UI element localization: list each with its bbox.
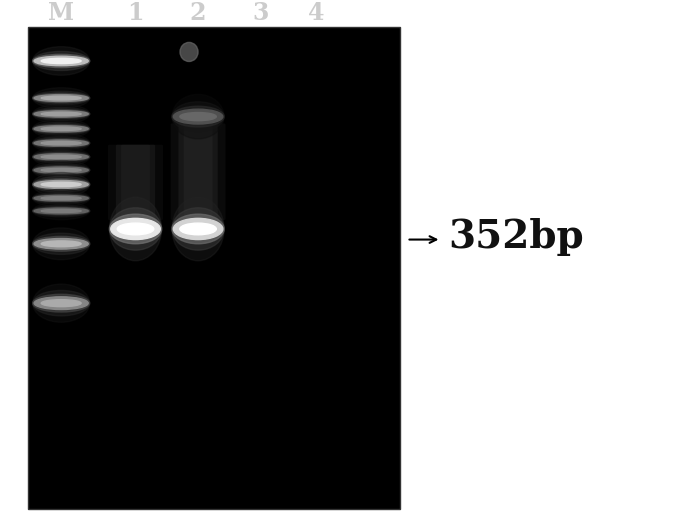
Ellipse shape [33,151,90,163]
Ellipse shape [33,119,90,138]
Ellipse shape [33,51,90,70]
Text: 2: 2 [190,1,206,25]
Ellipse shape [33,207,90,215]
Ellipse shape [33,290,90,316]
Ellipse shape [33,205,90,217]
Ellipse shape [33,153,90,161]
Ellipse shape [33,137,90,149]
Ellipse shape [33,228,90,260]
Ellipse shape [172,214,224,244]
Ellipse shape [33,233,90,254]
Bar [28,26,400,509]
Text: 1: 1 [127,1,144,25]
Ellipse shape [173,109,223,124]
Ellipse shape [33,108,90,120]
Ellipse shape [33,134,90,153]
Ellipse shape [33,164,90,176]
Ellipse shape [34,154,88,160]
Ellipse shape [172,106,224,127]
Ellipse shape [34,94,88,102]
Text: 4: 4 [308,1,325,25]
Ellipse shape [33,161,90,180]
Ellipse shape [34,196,88,201]
Ellipse shape [111,218,161,240]
Ellipse shape [180,223,216,235]
Ellipse shape [33,194,90,202]
Ellipse shape [34,140,88,146]
Ellipse shape [41,182,81,187]
Ellipse shape [33,166,90,174]
Ellipse shape [33,125,90,133]
Ellipse shape [172,94,224,139]
Text: 352bp: 352bp [448,218,584,257]
Ellipse shape [172,208,224,250]
Ellipse shape [33,91,90,105]
Ellipse shape [172,102,224,131]
Ellipse shape [110,197,161,261]
Ellipse shape [34,167,88,173]
Ellipse shape [117,223,154,235]
Ellipse shape [33,192,90,204]
Ellipse shape [33,93,90,103]
Ellipse shape [33,54,90,68]
FancyBboxPatch shape [108,145,163,220]
Ellipse shape [41,58,81,64]
Ellipse shape [34,56,88,66]
Ellipse shape [34,126,88,132]
Ellipse shape [41,155,81,158]
Ellipse shape [173,218,223,240]
Ellipse shape [110,208,161,250]
Ellipse shape [110,214,161,244]
Ellipse shape [41,299,81,307]
Ellipse shape [33,173,90,197]
FancyBboxPatch shape [170,123,225,220]
FancyBboxPatch shape [183,123,213,220]
Ellipse shape [41,112,81,116]
Ellipse shape [33,47,90,75]
FancyBboxPatch shape [116,145,155,220]
Ellipse shape [41,197,81,200]
Ellipse shape [33,122,90,135]
Ellipse shape [41,127,81,130]
Ellipse shape [33,202,90,219]
Ellipse shape [33,179,90,190]
Ellipse shape [180,42,198,61]
Text: M: M [48,1,74,25]
Ellipse shape [34,208,88,214]
Ellipse shape [33,294,90,312]
Ellipse shape [33,190,90,207]
Ellipse shape [33,236,90,251]
Ellipse shape [41,241,81,247]
Ellipse shape [33,104,90,123]
Ellipse shape [33,139,90,147]
Ellipse shape [34,297,88,310]
Ellipse shape [34,180,88,189]
Ellipse shape [33,147,90,166]
Text: 3: 3 [252,1,269,25]
Ellipse shape [33,110,90,118]
Ellipse shape [34,238,88,249]
FancyBboxPatch shape [121,145,150,220]
Ellipse shape [172,197,224,261]
Ellipse shape [41,169,81,172]
Ellipse shape [33,284,90,322]
Ellipse shape [34,111,88,117]
Ellipse shape [41,209,81,213]
Ellipse shape [33,88,90,109]
Ellipse shape [41,142,81,145]
Ellipse shape [180,112,216,121]
FancyBboxPatch shape [179,123,218,220]
Ellipse shape [41,96,81,100]
Ellipse shape [33,176,90,192]
